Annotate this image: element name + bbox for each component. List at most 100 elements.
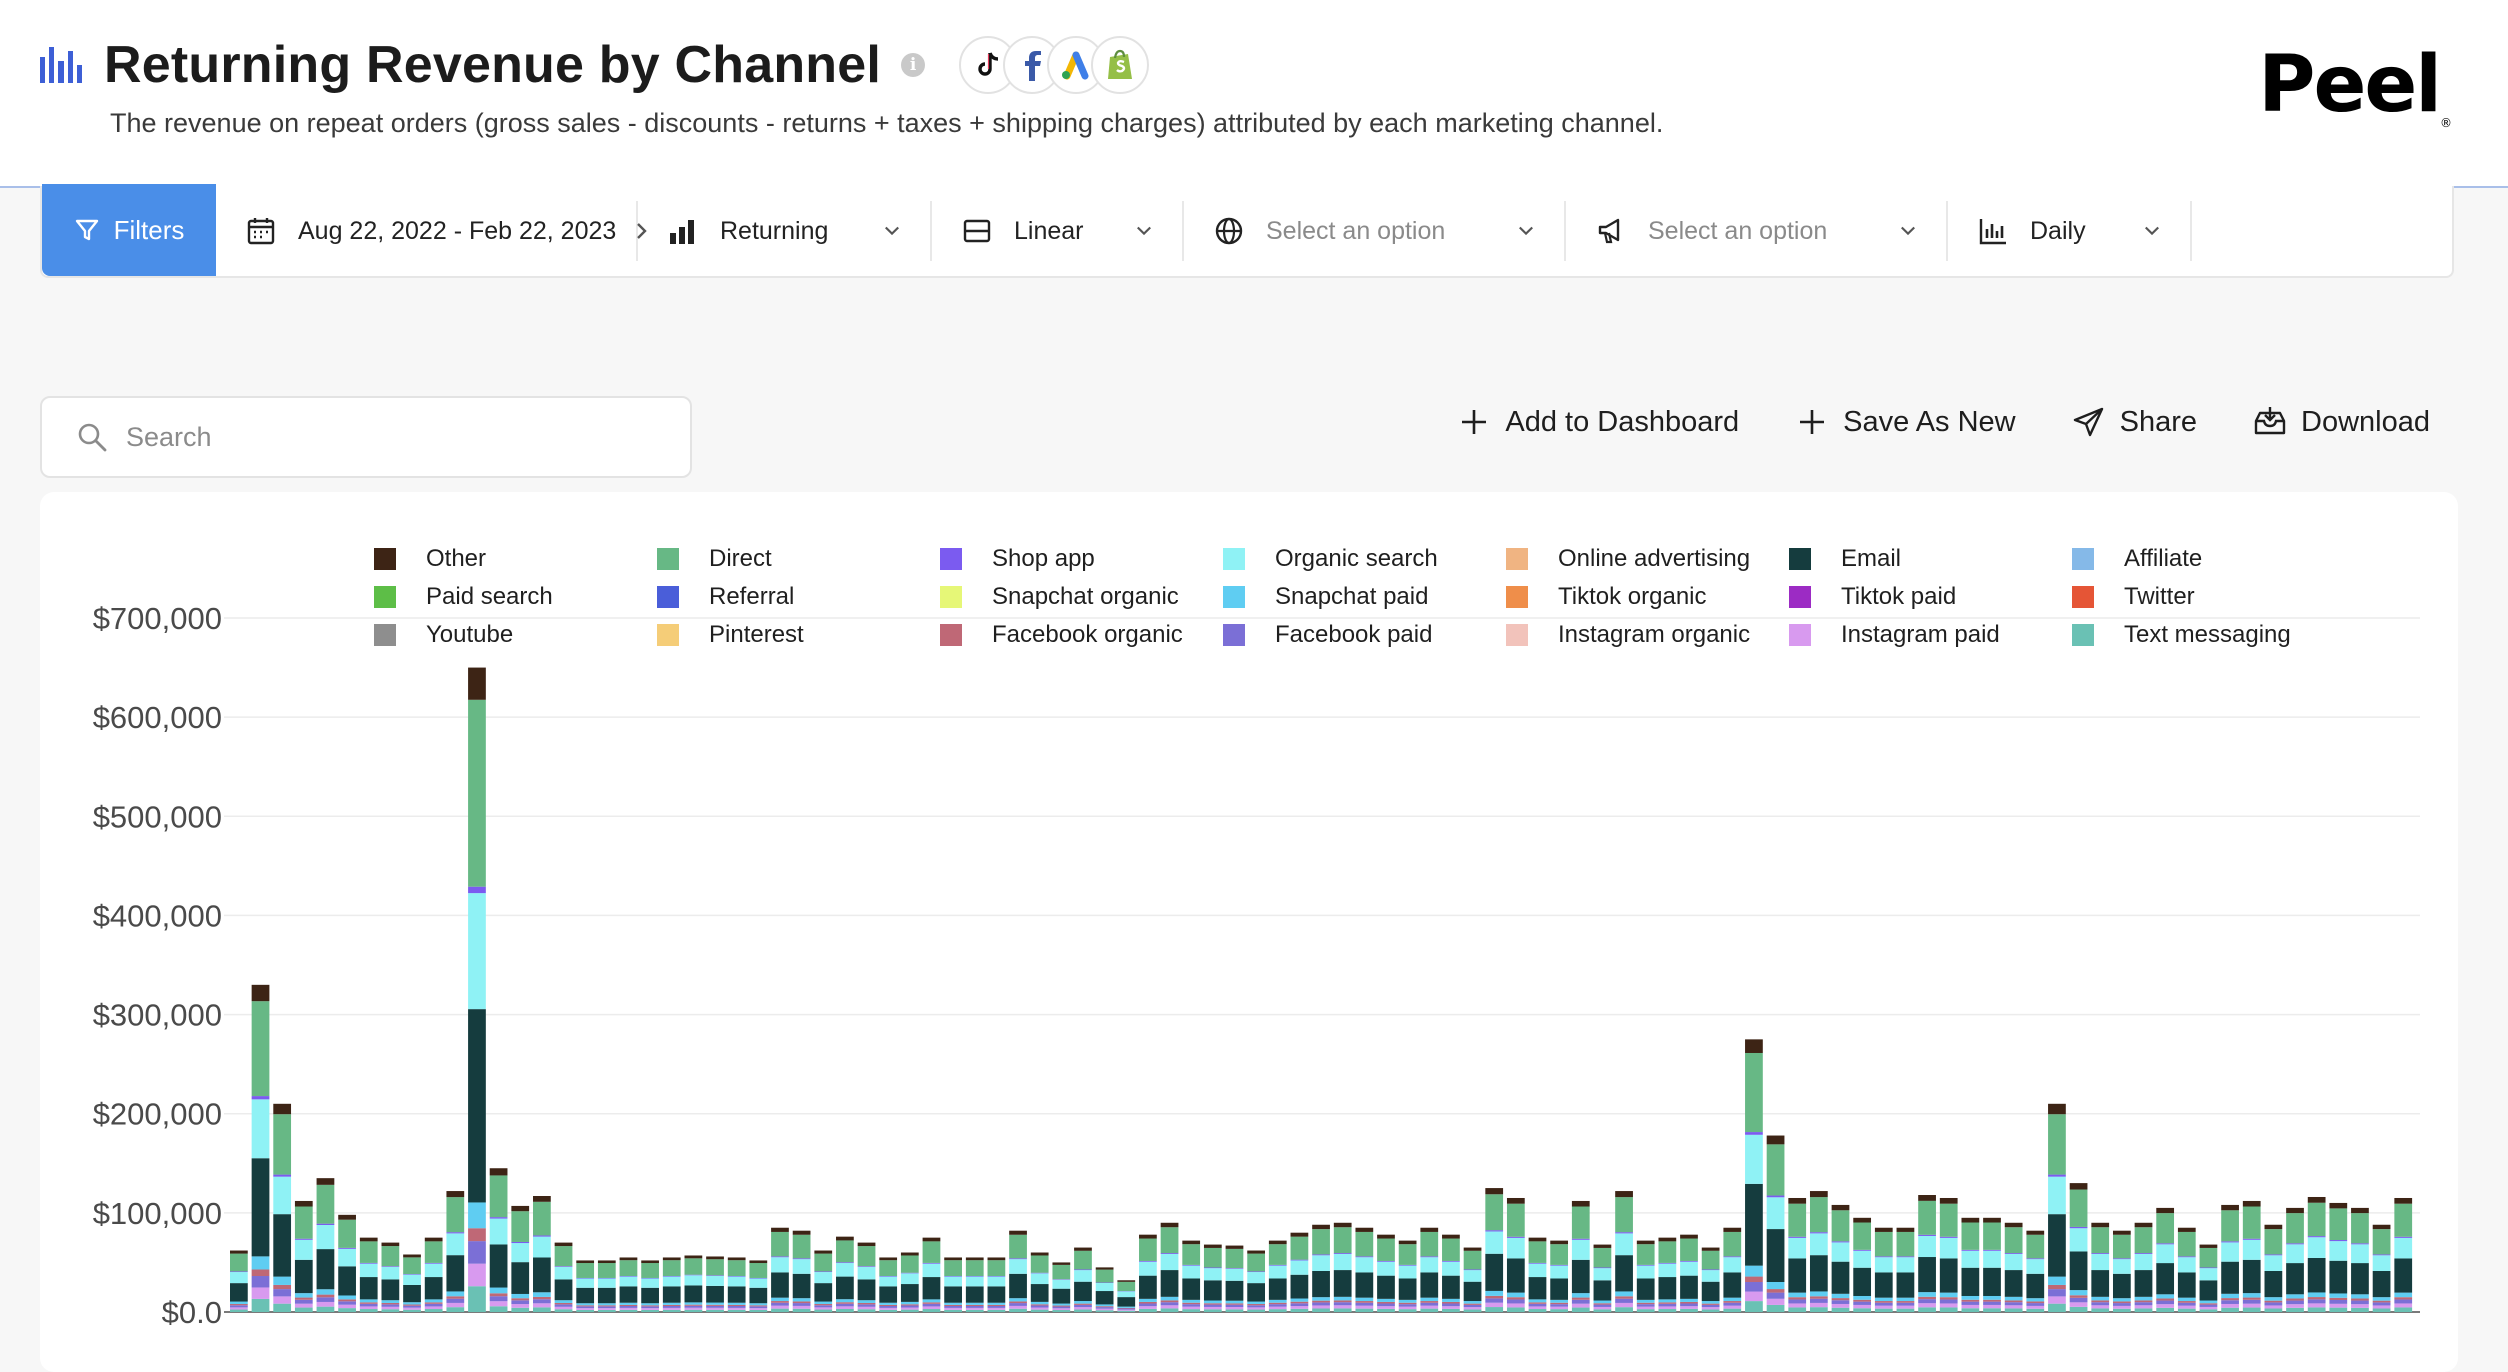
- bar-segment-email[interactable]: [1204, 1280, 1222, 1300]
- bar-segment-email[interactable]: [706, 1286, 724, 1303]
- bar-segment-snapchat-paid[interactable]: [1269, 1300, 1287, 1303]
- bar-stack[interactable]: [1615, 1191, 1633, 1312]
- bar-segment-snapchat-paid[interactable]: [1074, 1301, 1092, 1304]
- bar-segment-text-messaging[interactable]: [1204, 1309, 1222, 1312]
- bar-segment-other[interactable]: [2113, 1231, 2131, 1235]
- bar-segment-instagram-paid[interactable]: [1074, 1307, 1092, 1309]
- bar-segment-email[interactable]: [1615, 1255, 1633, 1291]
- bar-stack[interactable]: [2048, 1104, 2066, 1312]
- bar-segment-shop-app[interactable]: [1658, 1263, 1676, 1264]
- bar-segment-direct[interactable]: [1355, 1232, 1373, 1256]
- bar-segment-facebook-organic[interactable]: [1594, 1303, 1612, 1304]
- bar-segment-email[interactable]: [2113, 1274, 2131, 1298]
- bar-segment-facebook-organic[interactable]: [1182, 1303, 1200, 1304]
- bar-segment-shop-app[interactable]: [403, 1274, 421, 1275]
- bar-segment-other[interactable]: [944, 1257, 962, 1260]
- bar-segment-other[interactable]: [360, 1238, 378, 1242]
- bar-segment-snapchat-paid[interactable]: [706, 1303, 724, 1305]
- bar-segment-other[interactable]: [706, 1256, 724, 1259]
- bar-segment-other[interactable]: [295, 1201, 313, 1207]
- bar-segment-snapchat-paid[interactable]: [1875, 1298, 1893, 1301]
- bar-segment-other[interactable]: [2070, 1183, 2088, 1189]
- bar-segment-snapchat-paid[interactable]: [490, 1288, 508, 1294]
- bar-segment-text-messaging[interactable]: [814, 1310, 832, 1312]
- bar-segment-facebook-organic[interactable]: [1442, 1302, 1460, 1304]
- bar-segment-snapchat-paid[interactable]: [598, 1303, 616, 1305]
- bar-segment-direct[interactable]: [273, 1114, 291, 1174]
- bar-segment-snapchat-paid[interactable]: [836, 1299, 854, 1302]
- bar-segment-instagram-paid[interactable]: [1334, 1305, 1352, 1308]
- bar-stack[interactable]: [1031, 1253, 1049, 1312]
- bar-segment-instagram-paid[interactable]: [2026, 1306, 2044, 1309]
- bar-segment-snapchat-paid[interactable]: [728, 1303, 746, 1305]
- bar-segment-text-messaging[interactable]: [1745, 1301, 1763, 1312]
- bar-segment-email[interactable]: [1507, 1258, 1525, 1292]
- bar-segment-instagram-paid[interactable]: [814, 1307, 832, 1309]
- bar-segment-snapchat-paid[interactable]: [663, 1303, 681, 1305]
- bar-segment-facebook-paid[interactable]: [814, 1305, 832, 1307]
- bar-segment-other[interactable]: [382, 1243, 400, 1246]
- bar-segment-facebook-paid[interactable]: [1702, 1305, 1720, 1307]
- bar-segment-other[interactable]: [1572, 1201, 1590, 1207]
- bar-segment-facebook-paid[interactable]: [490, 1296, 508, 1301]
- bar-segment-snapchat-paid[interactable]: [1723, 1298, 1741, 1301]
- bar-segment-email[interactable]: [1961, 1268, 1979, 1296]
- bar-segment-organic-search[interactable]: [1572, 1240, 1590, 1260]
- bar-segment-email[interactable]: [685, 1285, 703, 1302]
- bar-segment-instagram-paid[interactable]: [2135, 1305, 2153, 1308]
- bar-segment-other[interactable]: [1615, 1191, 1633, 1197]
- bar-stack[interactable]: [2070, 1183, 2088, 1312]
- bar-segment-direct[interactable]: [1269, 1244, 1287, 1265]
- bar-segment-facebook-organic[interactable]: [360, 1302, 378, 1303]
- bar-segment-email[interactable]: [533, 1257, 551, 1292]
- bar-segment-shop-app[interactable]: [2351, 1243, 2369, 1244]
- bar-segment-organic-search[interactable]: [1464, 1270, 1482, 1282]
- legend-item-tiktok-paid[interactable]: Tiktok paid: [1789, 582, 2072, 612]
- bar-segment-shop-app[interactable]: [1226, 1268, 1244, 1269]
- bar-segment-text-messaging[interactable]: [1810, 1307, 1828, 1312]
- bar-segment-shop-app[interactable]: [1745, 1132, 1763, 1135]
- bar-segment-facebook-organic[interactable]: [1550, 1303, 1568, 1304]
- bar-segment-facebook-paid[interactable]: [2048, 1289, 2066, 1296]
- bar-segment-direct[interactable]: [446, 1197, 464, 1232]
- bar-segment-direct[interactable]: [1291, 1237, 1309, 1260]
- bar-segment-instagram-paid[interactable]: [273, 1296, 291, 1303]
- bar-segment-email[interactable]: [771, 1272, 789, 1297]
- bar-segment-text-messaging[interactable]: [2005, 1308, 2023, 1312]
- bar-segment-organic-search[interactable]: [446, 1233, 464, 1255]
- bar-segment-text-messaging[interactable]: [923, 1309, 941, 1312]
- bar-segment-direct[interactable]: [2113, 1235, 2131, 1259]
- bar-segment-direct[interactable]: [360, 1241, 378, 1263]
- bar-segment-direct[interactable]: [2265, 1229, 2283, 1254]
- bar-segment-instagram-paid[interactable]: [1658, 1306, 1676, 1309]
- bar-segment-snapchat-paid[interactable]: [252, 1256, 270, 1269]
- bar-segment-shop-app[interactable]: [1420, 1256, 1438, 1257]
- bar-segment-facebook-organic[interactable]: [728, 1305, 746, 1306]
- bar-segment-facebook-paid[interactable]: [1572, 1300, 1590, 1304]
- bar-segment-facebook-paid[interactable]: [295, 1300, 313, 1304]
- bar-segment-direct[interactable]: [555, 1246, 573, 1266]
- bar-segment-text-messaging[interactable]: [901, 1310, 919, 1312]
- bar-stack[interactable]: [749, 1260, 767, 1312]
- bar-segment-organic-search[interactable]: [663, 1277, 681, 1287]
- bar-segment-text-messaging[interactable]: [511, 1308, 529, 1312]
- bar-segment-email[interactable]: [749, 1288, 767, 1303]
- bar-segment-organic-search[interactable]: [2178, 1257, 2196, 1272]
- bar-segment-email[interactable]: [1658, 1277, 1676, 1299]
- legend-item-organic-search[interactable]: Organic search: [1223, 544, 1506, 574]
- bar-segment-organic-search[interactable]: [1832, 1242, 1850, 1261]
- bar-segment-facebook-paid[interactable]: [1832, 1300, 1850, 1304]
- bar-segment-text-messaging[interactable]: [2135, 1308, 2153, 1312]
- bar-segment-facebook-paid[interactable]: [425, 1304, 443, 1307]
- bar-segment-email[interactable]: [511, 1262, 529, 1294]
- bar-segment-email[interactable]: [1485, 1254, 1503, 1291]
- bar-segment-snapchat-paid[interactable]: [2373, 1297, 2391, 1300]
- bar-segment-email[interactable]: [1875, 1272, 1893, 1297]
- bar-segment-snapchat-paid[interactable]: [1485, 1291, 1503, 1296]
- bar-segment-other[interactable]: [2329, 1203, 2347, 1208]
- bar-segment-email[interactable]: [2048, 1214, 2066, 1276]
- bar-segment-email[interactable]: [836, 1277, 854, 1300]
- bar-segment-text-messaging[interactable]: [360, 1309, 378, 1312]
- bar-segment-facebook-organic[interactable]: [230, 1304, 248, 1305]
- bar-segment-text-messaging[interactable]: [2113, 1309, 2131, 1312]
